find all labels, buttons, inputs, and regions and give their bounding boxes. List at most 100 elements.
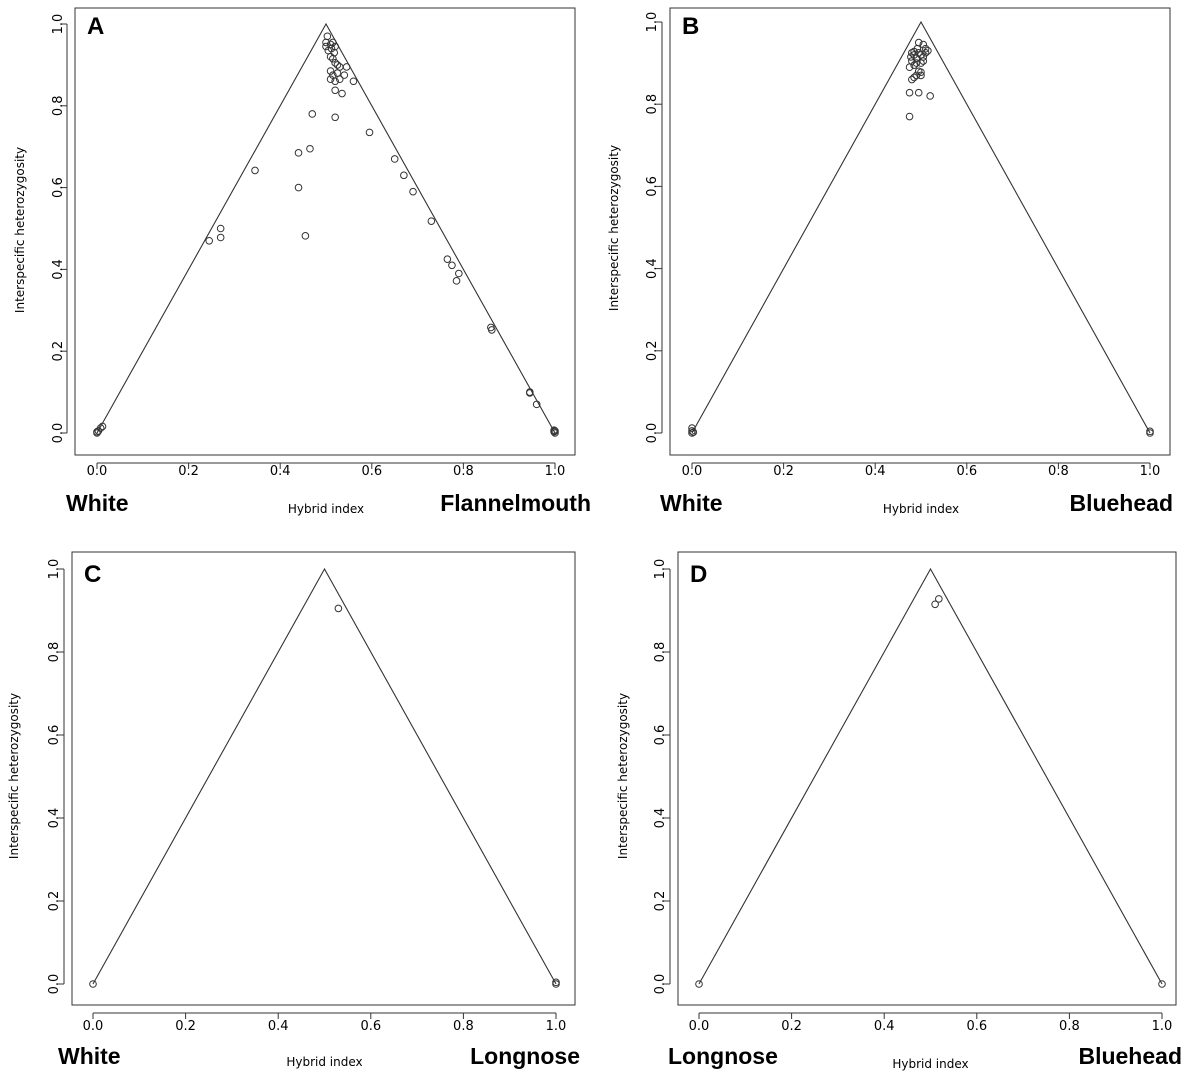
data-point bbox=[905, 112, 914, 121]
data-point bbox=[935, 595, 943, 603]
y-axis-title: Interspecific heterozygosity bbox=[7, 693, 21, 859]
x-tick-label: 0.4 bbox=[874, 1019, 895, 1034]
data-point bbox=[914, 88, 923, 97]
x-tick-label: 0.0 bbox=[689, 1019, 710, 1034]
data-point bbox=[526, 389, 534, 397]
plot-frame bbox=[677, 551, 1177, 1006]
data-point bbox=[98, 422, 107, 431]
y-axis-title: Interspecific heterozygosity bbox=[13, 147, 27, 313]
data-point bbox=[400, 171, 408, 180]
data-point bbox=[294, 183, 303, 192]
data-point bbox=[919, 53, 928, 61]
y-tick-label: 0.0 bbox=[51, 423, 66, 444]
data-point bbox=[323, 32, 332, 41]
data-point bbox=[331, 42, 339, 51]
x-axis-title: Hybrid index bbox=[892, 1057, 968, 1071]
data-point bbox=[1146, 427, 1154, 436]
x-tick-label: 0.2 bbox=[175, 1019, 196, 1034]
x-tick-label: 1.0 bbox=[1152, 1019, 1173, 1034]
data-point bbox=[216, 224, 225, 233]
data-point bbox=[926, 92, 934, 100]
data-point bbox=[93, 427, 101, 436]
data-point bbox=[89, 980, 97, 988]
data-point bbox=[931, 600, 939, 609]
panel-letter: C bbox=[84, 561, 101, 588]
y-tick-label: 0.2 bbox=[645, 340, 660, 361]
x-tick-label: 0.4 bbox=[270, 464, 291, 479]
data-point bbox=[910, 61, 918, 69]
data-point bbox=[331, 113, 339, 122]
x-tick-label: 0.6 bbox=[966, 1019, 987, 1034]
y-tick-label: 1.0 bbox=[51, 14, 66, 35]
x-tick-label: 0.4 bbox=[268, 1019, 289, 1034]
data-point bbox=[910, 73, 918, 82]
data-point bbox=[921, 49, 930, 57]
y-tick-label: 0.6 bbox=[51, 177, 66, 198]
y-axis-title: Interspecific heterozygosity bbox=[607, 145, 621, 311]
triangle-boundary-line bbox=[698, 567, 1163, 985]
x-tick-label: 0.0 bbox=[83, 1019, 104, 1034]
data-point bbox=[205, 236, 214, 245]
y-tick-label: 0.4 bbox=[653, 808, 668, 829]
data-point bbox=[917, 51, 925, 59]
data-point bbox=[552, 978, 560, 987]
data-point bbox=[532, 400, 541, 409]
data-point bbox=[326, 75, 335, 84]
x-tick-label: 0.2 bbox=[178, 464, 199, 479]
right-species-label: Longnose bbox=[470, 1043, 580, 1069]
y-tick-label: 0.4 bbox=[47, 808, 62, 829]
data-point bbox=[921, 44, 930, 53]
y-tick-label: 1.0 bbox=[645, 12, 660, 33]
y-tick-label: 1.0 bbox=[653, 559, 668, 580]
plot-frame bbox=[74, 7, 576, 456]
data-point bbox=[919, 40, 928, 49]
data-point bbox=[334, 604, 343, 613]
x-axis-title: Hybrid index bbox=[883, 502, 959, 516]
data-point bbox=[487, 326, 496, 334]
panel-a: 0.0 0.2 0.4 0.6 0.8 1.0 0.0 0.2 0.4 0.6 0.8 1.0 Hybr… bbox=[13, 7, 591, 516]
data-point bbox=[913, 44, 922, 53]
y-tick-label: 0.4 bbox=[51, 259, 66, 280]
data-point bbox=[342, 63, 351, 71]
data-point bbox=[326, 67, 335, 75]
right-species-label: Bluehead bbox=[1078, 1043, 1182, 1069]
left-species-label: Longnose bbox=[668, 1043, 778, 1069]
data-point bbox=[326, 40, 335, 49]
data-point bbox=[905, 88, 914, 97]
x-tick-label: 1.0 bbox=[546, 1019, 567, 1034]
data-point bbox=[689, 428, 698, 436]
triangle-boundary-line bbox=[92, 567, 557, 985]
x-axis-title: Hybrid index bbox=[286, 1055, 362, 1069]
panel-d: 0.0 0.2 0.4 0.6 0.8 1.0 0.0 0.2 0.4 0.6 0.8 1.0 Hybr… bbox=[616, 551, 1182, 1071]
data-point bbox=[908, 49, 916, 57]
data-point bbox=[333, 61, 342, 69]
panel-b: 0.0 0.2 0.4 0.6 0.8 1.0 0.0 0.2 0.4 0.6 0.8 1.0 Hybr… bbox=[607, 7, 1173, 516]
right-species-label: Bluehead bbox=[1069, 490, 1173, 516]
y-tick-label: 0.0 bbox=[653, 974, 668, 995]
panel-letter: B bbox=[682, 13, 699, 40]
data-point bbox=[917, 68, 925, 76]
data-point bbox=[216, 233, 225, 242]
data-point bbox=[912, 59, 921, 67]
data-point bbox=[409, 187, 417, 196]
x-tick-label: 1.0 bbox=[1140, 464, 1161, 479]
data-point bbox=[329, 38, 337, 47]
x-tick-label: 0.0 bbox=[682, 464, 703, 479]
data-point bbox=[294, 149, 303, 157]
x-tick-label: 0.2 bbox=[773, 464, 794, 479]
x-tick-label: 0.8 bbox=[1059, 1019, 1080, 1034]
data-point bbox=[340, 71, 349, 79]
left-species-label: White bbox=[660, 490, 723, 516]
y-tick-label: 0.6 bbox=[653, 725, 668, 746]
y-tick-label: 0.6 bbox=[47, 725, 62, 746]
x-tick-label: 0.8 bbox=[1048, 464, 1069, 479]
panel-letter: A bbox=[87, 13, 104, 40]
y-tick-label: 0.0 bbox=[47, 974, 62, 995]
y-tick-label: 1.0 bbox=[47, 559, 62, 580]
x-tick-label: 0.4 bbox=[865, 464, 886, 479]
y-tick-label: 0.2 bbox=[653, 891, 668, 912]
y-tick-label: 0.8 bbox=[47, 642, 62, 663]
data-point bbox=[427, 217, 436, 225]
data-point bbox=[551, 427, 559, 435]
